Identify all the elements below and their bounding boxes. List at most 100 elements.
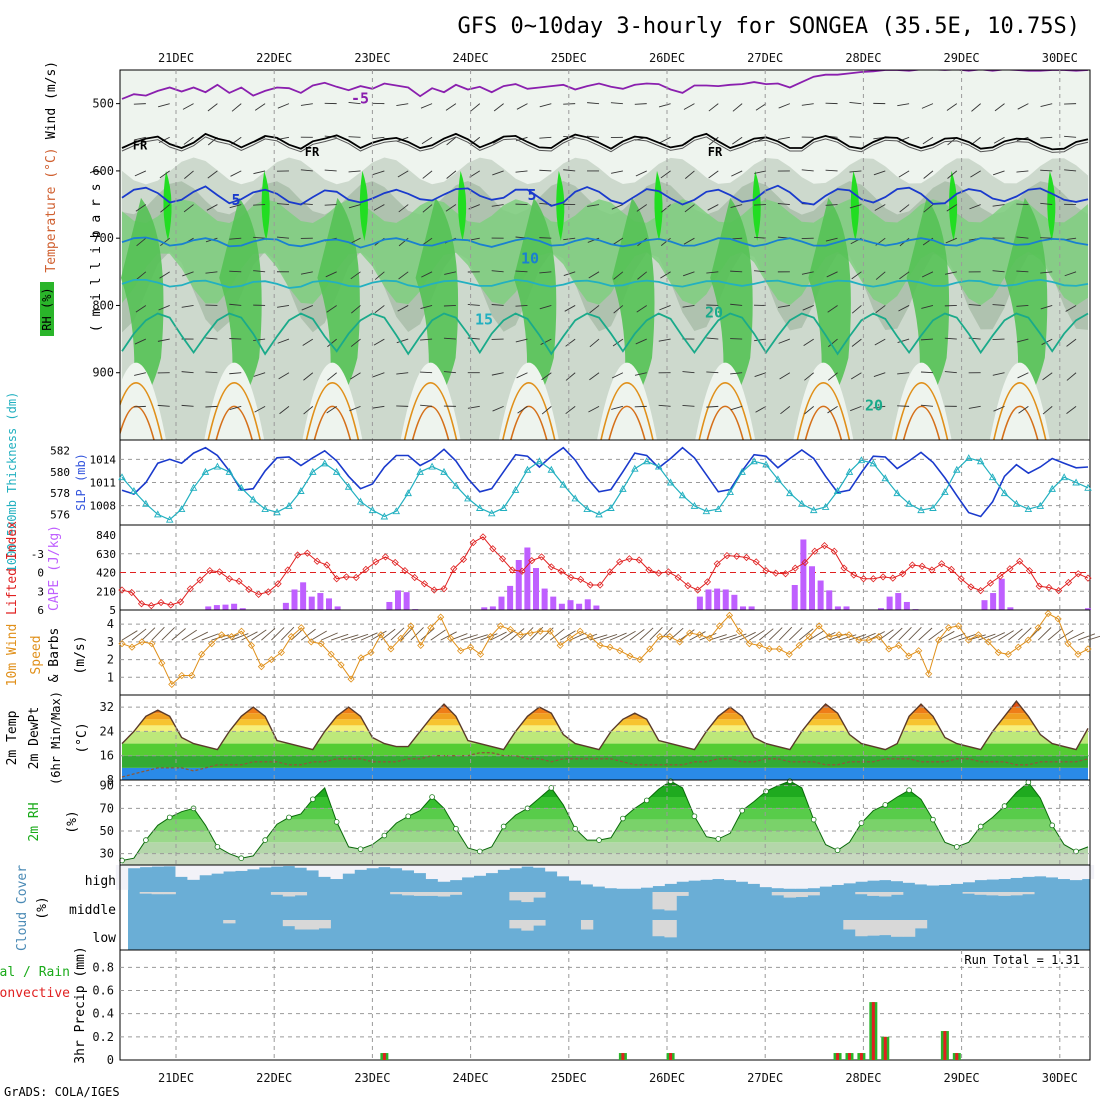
wind-barb: [587, 102, 600, 105]
thickness-marker: [547, 465, 556, 473]
rh-marker: [166, 814, 173, 821]
wind-barb: [492, 405, 504, 412]
wind-barb: [205, 271, 218, 274]
rh-moist-column: [513, 197, 557, 418]
lifted-index-marker: [274, 580, 282, 588]
date-label-top: 22DEC: [256, 51, 292, 65]
wind-barb-10m: [549, 628, 565, 641]
cape-bar: [886, 596, 893, 610]
wind-speed-marker: [218, 631, 226, 639]
wind-barb: [899, 271, 910, 280]
wind-barb: [397, 305, 409, 312]
thickness-marker: [249, 495, 257, 503]
wind-barb-10m: [141, 627, 156, 641]
cloud-high-cell: [819, 865, 832, 887]
wind-barb: [634, 372, 647, 376]
isotherm-20: [121, 312, 1089, 356]
thickness-marker: [142, 499, 150, 507]
rh-marker: [310, 796, 316, 803]
wind-speed-marker: [138, 638, 146, 646]
wind-barb: [253, 236, 266, 239]
rh-marker: [954, 844, 960, 850]
thickness-marker: [201, 467, 210, 475]
wind-speed-marker: [1084, 645, 1092, 653]
cloud-high-cell: [163, 865, 176, 867]
thickness-marker: [988, 473, 997, 481]
wind-speed-marker: [287, 632, 295, 641]
wind-barb: [969, 204, 981, 210]
wind-tick-label: 4: [107, 617, 114, 631]
rh-marker: [834, 847, 841, 854]
wind-barb: [1040, 169, 1053, 172]
wind-barb: [849, 204, 862, 209]
cape-bar: [998, 578, 1005, 610]
thickness-marker: [666, 478, 675, 486]
wind-barb: [897, 338, 910, 343]
cloud-high-cell: [115, 865, 129, 890]
wind-barb-10m: [300, 628, 316, 641]
wind-speed-marker: [1044, 609, 1052, 618]
rh-saturated-core: [654, 170, 663, 241]
wind-barb: [470, 103, 481, 112]
rh-marker: [620, 815, 626, 822]
wind-barb: [229, 338, 242, 340]
wind-barb: [229, 204, 242, 209]
temp-tick-label: 16: [100, 749, 114, 763]
wind-barb-10m: [241, 631, 258, 641]
date-label-bottom: 25DEC: [551, 1071, 587, 1085]
wind-barb: [443, 371, 456, 374]
wind-barb-10m: [808, 630, 825, 641]
wind-barb-10m: [818, 631, 836, 641]
wind-speed-marker: [785, 650, 793, 658]
wind-barb: [326, 405, 337, 414]
wind-barb: [993, 405, 1005, 412]
wind-barb: [396, 103, 409, 106]
cape-bar: [817, 580, 824, 610]
wind-barb-10m: [410, 627, 424, 641]
cloud-high-cell: [270, 865, 284, 867]
wind-barb: [1066, 372, 1077, 381]
temp2m-panel: 8 16 24 32 2m Temp 2m DewPt (6hr Min/Max) (°C): [5, 691, 1091, 787]
rh-marker: [763, 788, 769, 795]
lifted-index-marker: [742, 553, 751, 562]
lifted-index-marker: [167, 601, 175, 609]
cape-bar: [809, 566, 815, 610]
cloud-high-cell: [879, 865, 892, 881]
wind-barb: [898, 170, 910, 178]
wind-barb: [825, 169, 838, 172]
wind-barb: [134, 372, 146, 376]
wind-barb-10m: [1008, 628, 1023, 641]
wind-speed-marker: [1054, 615, 1062, 623]
cloud-high-cell: [962, 865, 975, 883]
thickness-marker: [404, 489, 412, 497]
wind-barb: [801, 103, 814, 106]
wind-barb: [350, 372, 361, 380]
cloud-low-cell: [867, 920, 880, 936]
wind-barb-10m: [619, 630, 636, 641]
wind-barb: [349, 405, 361, 412]
cloud-high-cell: [724, 865, 737, 881]
lifted-index-marker: [762, 567, 770, 575]
wind-speed-marker: [905, 652, 913, 660]
wind-speed-marker: [566, 634, 574, 642]
isotherm-25: [502, 382, 556, 440]
cloud-high-cell: [592, 865, 606, 887]
cloud-axis-label: Cloud Cover: [15, 865, 30, 951]
thickness-marker: [392, 507, 401, 515]
wind-barb: [635, 338, 647, 345]
cloud-middle-cell: [962, 892, 975, 894]
wind-barb: [897, 405, 910, 407]
lifted-index-marker: [420, 580, 429, 588]
wind-barb: [445, 103, 457, 111]
date-label-bottom: 29DEC: [944, 1071, 980, 1085]
lifted-index-marker: [176, 598, 185, 606]
wind-speed-marker: [636, 656, 644, 664]
wind-barb: [565, 338, 576, 347]
wind-barb: [849, 101, 862, 105]
wind-speed-marker: [227, 632, 236, 641]
cloud-middle-cell: [771, 892, 785, 896]
temp-color-band: [122, 725, 1088, 732]
wind-barb-10m: [490, 631, 507, 641]
wind-barb: [443, 305, 456, 307]
wind-speed-marker: [556, 641, 564, 649]
